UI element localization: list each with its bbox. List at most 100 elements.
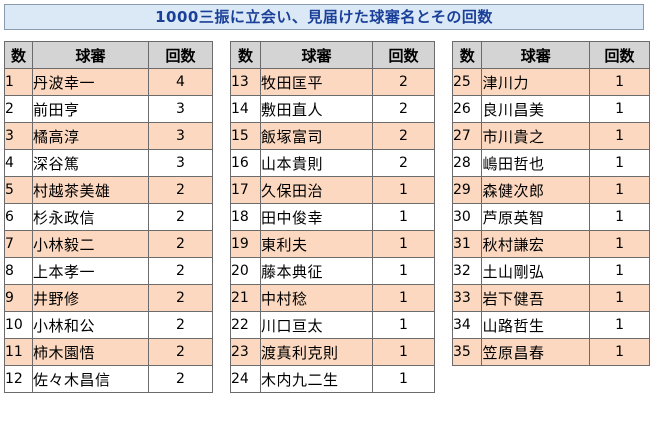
header-count: 回数 [148,41,213,69]
row-number: 34 [451,311,483,339]
umpire-count: 1 [372,257,435,285]
umpire-count: 3 [148,149,213,177]
table-row: 19 東利夫 1 [230,230,435,258]
table-header-row: 数 球審 回数 [230,41,435,69]
row-number: 11 [4,338,33,366]
row-number: 3 [4,122,33,150]
umpire-name: 木内九二生 [260,365,373,393]
row-number: 31 [451,230,483,258]
umpire-count: 1 [589,68,650,96]
umpire-name: 嶋田哲也 [481,149,591,177]
umpire-count: 1 [589,311,650,339]
umpire-count: 1 [589,203,650,231]
table-row: 34 山路哲生 1 [451,311,650,339]
umpire-name: 飯塚富司 [260,122,373,150]
header-name: 球審 [260,41,373,69]
table-row: 6 杉永政信 2 [4,203,213,231]
umpire-name: 市川貴之 [481,122,591,150]
table-row: 16 山本貴則 2 [230,149,435,177]
table-row: 8 上本孝一 2 [4,257,213,285]
umpire-name: 津川力 [481,68,591,96]
umpire-name: 橘高淳 [32,122,149,150]
row-number: 15 [230,122,261,150]
umpire-name: 岩下健吾 [481,284,591,312]
umpire-count: 2 [372,149,435,177]
umpire-name: 川口亘太 [260,311,373,339]
table-row: 21 中村稔 1 [230,284,435,312]
umpire-name: 土山剛弘 [481,257,591,285]
row-number: 7 [4,230,33,258]
row-number: 19 [230,230,261,258]
table-row: 31 秋村謙宏 1 [451,230,650,258]
table-row: 3 橘高淳 3 [4,122,213,150]
umpire-count: 1 [589,176,650,204]
table-row: 27 市川貴之 1 [451,122,650,150]
header-count: 回数 [372,41,435,69]
umpire-count: 1 [372,311,435,339]
row-number: 23 [230,338,261,366]
umpire-name: 村越茶美雄 [32,176,149,204]
row-number: 13 [230,68,261,96]
row-number: 18 [230,203,261,231]
umpire-count: 2 [372,122,435,150]
header-name: 球審 [32,41,149,69]
table-row: 12 佐々木昌信 2 [4,365,213,393]
header-num: 数 [4,41,33,69]
row-number: 33 [451,284,483,312]
row-number: 27 [451,122,483,150]
umpire-name: 良川昌美 [481,95,591,123]
umpire-count: 1 [372,203,435,231]
table-row: 26 良川昌美 1 [451,95,650,123]
umpire-count: 1 [589,338,650,366]
umpire-table-3: 数 球審 回数 25 津川力 1 26 良川昌美 1 27 市川貴之 1 28 嶋田哲也 1 29 森健次… [451,41,650,366]
table-row: 18 田中俊幸 1 [230,203,435,231]
table-row: 14 敷田直人 2 [230,95,435,123]
table-header-row: 数 球審 回数 [4,41,213,69]
umpire-count: 2 [372,95,435,123]
umpire-name: 久保田治 [260,176,373,204]
row-number: 17 [230,176,261,204]
table-row: 7 小林毅二 2 [4,230,213,258]
umpire-count: 1 [589,122,650,150]
umpire-name: 井野修 [32,284,149,312]
umpire-name: 東利夫 [260,230,373,258]
umpire-count: 4 [148,68,213,96]
row-number: 9 [4,284,33,312]
umpire-name: 前田亨 [32,95,149,123]
row-number: 6 [4,203,33,231]
umpire-count: 1 [372,284,435,312]
page-title: 1000三振に立会い、見届けた球審名とその回数 [4,4,644,30]
table-row: 10 小林和公 2 [4,311,213,339]
table-row: 17 久保田治 1 [230,176,435,204]
umpire-name: 敷田直人 [260,95,373,123]
row-number: 20 [230,257,261,285]
umpire-name: 渡真利克則 [260,338,373,366]
umpire-count: 2 [148,338,213,366]
umpire-name: 小林毅二 [32,230,149,258]
umpire-count: 1 [589,284,650,312]
umpire-name: 深谷篤 [32,149,149,177]
umpire-count: 1 [372,230,435,258]
umpire-name: 田中俊幸 [260,203,373,231]
umpire-name: 芦原英智 [481,203,591,231]
umpire-count: 3 [148,122,213,150]
umpire-count: 2 [148,311,213,339]
row-number: 4 [4,149,33,177]
table-row: 23 渡真利克則 1 [230,338,435,366]
row-number: 2 [4,95,33,123]
row-number: 16 [230,149,261,177]
row-number: 29 [451,176,483,204]
umpire-name: 杉永政信 [32,203,149,231]
row-number: 32 [451,257,483,285]
row-number: 24 [230,365,261,393]
row-number: 35 [451,338,483,366]
umpire-name: 小林和公 [32,311,149,339]
umpire-name: 上本孝一 [32,257,149,285]
row-number: 1 [4,68,33,96]
umpire-name: 中村稔 [260,284,373,312]
row-number: 30 [451,203,483,231]
row-number: 8 [4,257,33,285]
umpire-table-2: 数 球審 回数 13 牧田匡平 2 14 敷田直人 2 15 飯塚富司 2 16 山本貴則 2 17 久保… [230,41,435,393]
umpire-name: 藤本典征 [260,257,373,285]
umpire-count: 1 [589,149,650,177]
